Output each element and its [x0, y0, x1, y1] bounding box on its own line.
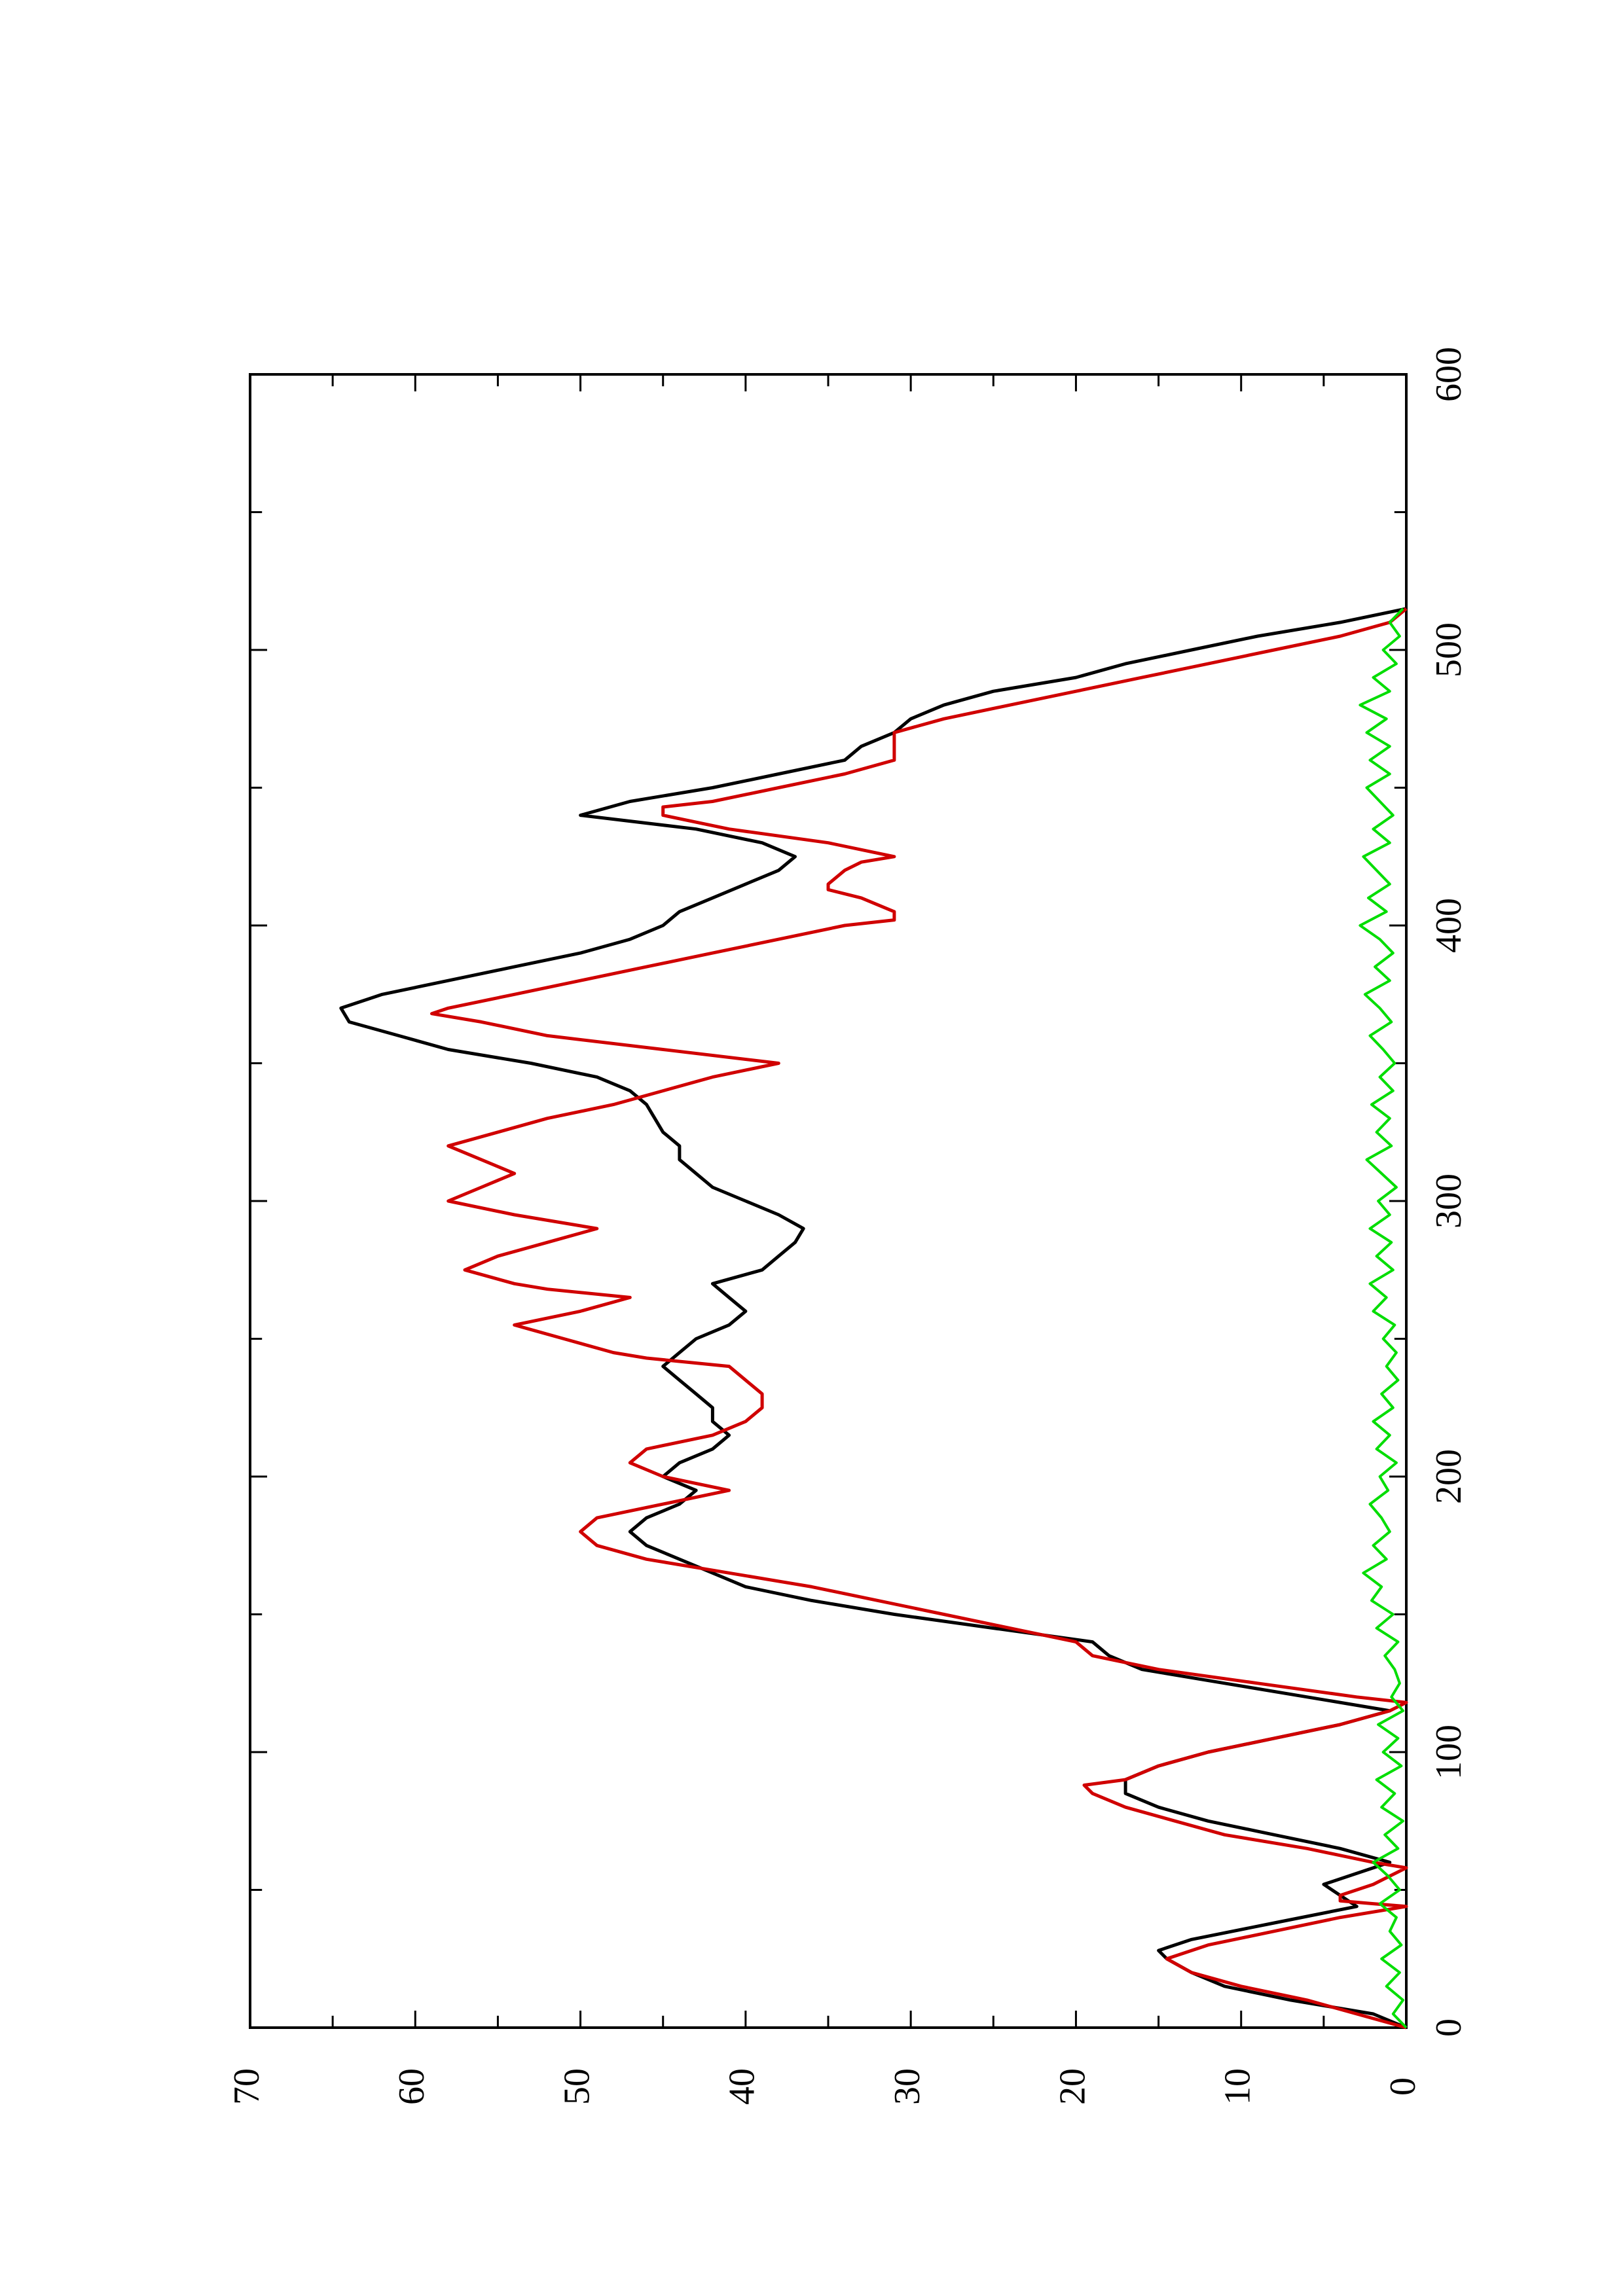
y-tick-label: 30	[887, 2068, 928, 2105]
y-tick-label: 20	[1052, 2068, 1093, 2105]
plot-area: 0 100 200 300 400 500 600 0 10 20 30 40 50 60 70	[227, 347, 1469, 2105]
series-red-line	[430, 607, 1408, 2030]
y-tick-label: 70	[227, 2068, 267, 2105]
x-tick-label: 100	[1429, 1725, 1469, 1780]
series-black-line	[339, 607, 1407, 2030]
x-tick-label: 400	[1429, 898, 1469, 953]
y-tick-label: 10	[1218, 2068, 1258, 2105]
y-tick-label: 0	[1383, 2077, 1423, 2096]
series-green-line	[1359, 607, 1408, 2029]
y-tick-label: 50	[556, 2068, 597, 2105]
y-tick-label: 40	[722, 2068, 763, 2105]
x-tick-label: 600	[1429, 347, 1469, 402]
x-tick-label: 300	[1429, 1174, 1469, 1229]
x-tick-label: 200	[1429, 1449, 1469, 1504]
y-tick-label: 60	[392, 2068, 432, 2105]
x-tick-label: 500	[1429, 622, 1469, 677]
x-tick-label: 0	[1429, 2018, 1469, 2037]
